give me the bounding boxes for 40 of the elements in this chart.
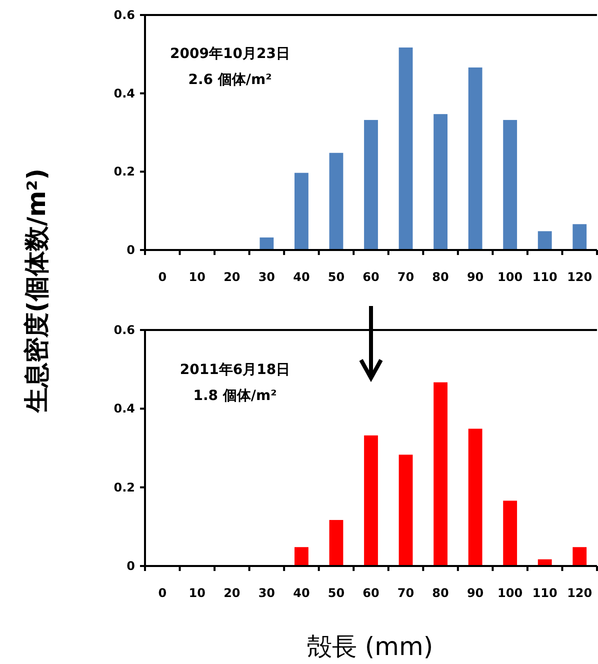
x-tick-label: 40 [293, 270, 310, 284]
x-tick-label: 110 [532, 586, 558, 600]
y-tick-label: 0.2 [114, 480, 135, 494]
x-tick-label: 50 [328, 586, 345, 600]
x-tick-label: 30 [258, 270, 276, 284]
x-tick-label: 90 [466, 586, 484, 600]
x-tick-label: 80 [432, 270, 449, 284]
x-tick-label: 10 [188, 586, 206, 600]
y-tick-label: 0.4 [114, 402, 135, 416]
x-tick-label: 70 [397, 270, 414, 284]
x-axis-title: 殻長 (mm) [306, 632, 434, 661]
x-tick-label: 0 [158, 270, 167, 284]
x-tick-label: 0 [158, 586, 167, 600]
annotation: 1.8 個体/m² [193, 388, 277, 404]
y-tick-label: 0.6 [114, 323, 135, 337]
x-tick-label: 120 [567, 270, 592, 284]
x-tick-label: 70 [397, 586, 414, 600]
y-tick-label: 0.4 [114, 86, 135, 100]
x-tick-label: 80 [432, 586, 449, 600]
annotation: 2009年10月23日 [170, 46, 290, 62]
x-tick-label: 100 [498, 586, 523, 600]
x-tick-label: 60 [362, 586, 380, 600]
y-tick-label: 0.2 [114, 164, 135, 179]
y-tick-label: 0 [126, 243, 135, 257]
x-tick-label: 110 [532, 270, 558, 284]
x-tick-label: 90 [466, 270, 484, 284]
y-tick-label: 0 [126, 559, 135, 573]
y-tick-label: 0.6 [114, 8, 135, 22]
y-axis-title: 生息密度(個体数/m²) [22, 168, 51, 414]
x-tick-label: 30 [258, 586, 276, 600]
x-tick-label: 120 [567, 586, 592, 600]
x-tick-label: 20 [224, 270, 240, 284]
x-tick-label: 60 [362, 270, 380, 284]
annotation: 2011年6月18日 [180, 362, 290, 378]
x-tick-label: 100 [498, 270, 523, 284]
x-tick-label: 10 [188, 270, 206, 284]
x-tick-label: 40 [293, 586, 310, 600]
annotation: 2.6 個体/m² [188, 72, 272, 88]
x-tick-label: 20 [224, 586, 240, 600]
x-tick-label: 50 [328, 270, 345, 284]
